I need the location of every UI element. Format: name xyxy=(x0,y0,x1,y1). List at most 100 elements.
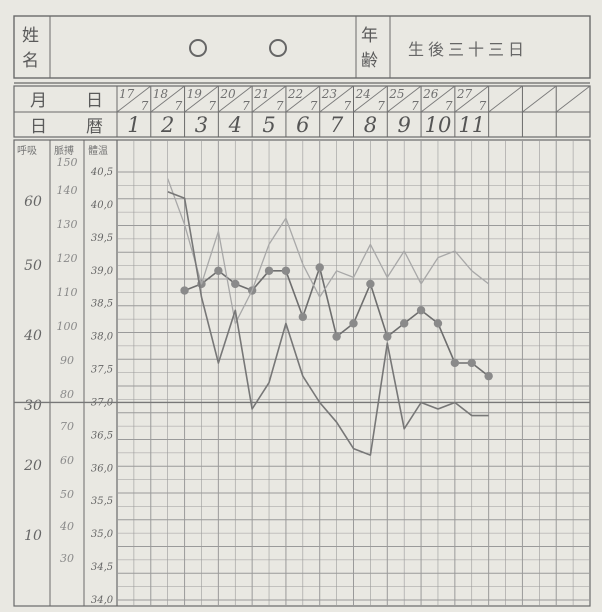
name-label-2: 名 xyxy=(22,51,39,71)
date-day: 7 xyxy=(175,99,183,113)
date-month: 17 xyxy=(119,87,135,101)
name-mark-2 xyxy=(269,39,287,57)
grid xyxy=(14,140,590,606)
date-day: 7 xyxy=(377,99,385,113)
temperature-tick: 39,5 xyxy=(91,233,113,244)
date-month: 19 xyxy=(187,87,203,101)
date-cell-slash xyxy=(319,85,354,113)
day-number: 5 xyxy=(262,113,275,137)
date-month: 21 xyxy=(253,87,269,101)
date-cell-slash xyxy=(420,85,456,113)
date-cell-slash xyxy=(522,85,557,113)
day-number: 3 xyxy=(195,113,208,137)
series-line-thin-dark xyxy=(167,191,489,456)
pulse-tick: 120 xyxy=(57,252,78,265)
date-month: 20 xyxy=(219,87,236,101)
date-day: 7 xyxy=(344,99,352,113)
respiration-header: 呼吸 xyxy=(17,145,37,157)
date-day: 7 xyxy=(141,99,149,113)
scale-columns xyxy=(13,139,591,607)
name-label-1: 姓 xyxy=(22,26,39,46)
date-cell-slash xyxy=(353,85,388,113)
respiration-tick: 20 xyxy=(23,458,42,474)
day-count-label-1: 日 xyxy=(30,117,47,137)
data-point xyxy=(399,319,409,328)
date-day: 7 xyxy=(411,99,419,113)
day-number: 7 xyxy=(330,113,344,137)
temperature-tick: 35,5 xyxy=(91,496,113,507)
day-count-label-2: 暦 xyxy=(86,117,103,137)
day-number: 2 xyxy=(160,113,174,137)
data-point xyxy=(180,286,189,295)
day-number: 11 xyxy=(458,113,485,137)
day-label: 日 xyxy=(86,91,103,111)
date-day: 7 xyxy=(242,99,250,113)
respiration-tick: 40 xyxy=(23,328,42,344)
temperature-tick: 34,0 xyxy=(91,595,114,606)
patient-name xyxy=(189,39,287,57)
date-cell-slash xyxy=(218,85,253,113)
pulse-header: 脈搏 xyxy=(54,144,74,157)
temperature-tick: 34,5 xyxy=(91,562,113,573)
temperature-tick: 35,0 xyxy=(91,529,114,540)
day-number: 1 xyxy=(127,113,140,137)
data-point xyxy=(264,266,274,275)
age-label-2: 齢 xyxy=(361,51,378,71)
data-point xyxy=(298,312,308,322)
date-day: 7 xyxy=(208,99,216,113)
age-label-1: 年 xyxy=(361,26,378,46)
pulse-tick: 110 xyxy=(57,286,78,299)
pulse-tick: 70 xyxy=(60,420,74,433)
data-point xyxy=(349,319,358,328)
age-label-block: 年 齢 xyxy=(361,26,378,71)
respiration-tick: 10 xyxy=(24,528,42,544)
temperature-tick: 40,0 xyxy=(90,200,114,211)
temperature-tick: 39,0 xyxy=(91,266,114,277)
data-point xyxy=(416,306,426,315)
date-cell-slash xyxy=(116,85,152,113)
pulse-tick: 40 xyxy=(59,520,74,533)
data-point xyxy=(332,332,341,341)
date-month: 18 xyxy=(153,87,169,101)
data-point xyxy=(231,279,240,289)
name-mark-1 xyxy=(189,39,207,57)
pulse-tick: 80 xyxy=(60,388,74,401)
data-point xyxy=(315,263,324,272)
date-month: 23 xyxy=(321,87,338,101)
temperature-tick: 37,5 xyxy=(91,365,113,376)
plot-area xyxy=(167,178,493,456)
header-section xyxy=(13,15,591,84)
date-day: 7 xyxy=(276,99,284,113)
date-cell-slash xyxy=(184,85,219,113)
date-day: 7 xyxy=(310,99,318,113)
date-day: 7 xyxy=(445,99,453,113)
day-number: 6 xyxy=(296,113,309,137)
date-cell-slash xyxy=(387,85,422,113)
pulse-tick: 50 xyxy=(60,488,74,501)
date-cell-slash xyxy=(150,85,185,113)
pulse-tick: 30 xyxy=(60,552,74,565)
pulse-tick: 60 xyxy=(60,454,74,467)
temperature-tick: 36,5 xyxy=(91,430,113,441)
day-number: 9 xyxy=(397,113,410,137)
temperature-tick: 36,0 xyxy=(91,463,114,474)
date-cell-slash xyxy=(488,85,523,113)
data-point xyxy=(433,319,443,328)
date-day: 7 xyxy=(479,99,487,113)
pulse-tick: 150 xyxy=(57,156,78,169)
date-month: 25 xyxy=(388,87,404,101)
pulse-tick: 140 xyxy=(57,184,78,197)
temperature-tick: 38,5 xyxy=(91,299,113,310)
temperature-header: 體温 xyxy=(88,145,108,157)
date-cell-slash xyxy=(285,85,320,113)
day-number: 10 xyxy=(425,113,452,137)
data-point xyxy=(450,358,460,368)
month-label: 月 xyxy=(30,91,47,111)
data-point xyxy=(366,279,375,289)
date-month: 27 xyxy=(456,87,473,101)
series-line-thin-light xyxy=(167,178,489,325)
day-count-label: 日 暦 xyxy=(30,117,103,137)
respiration-tick: 60 xyxy=(24,194,42,210)
